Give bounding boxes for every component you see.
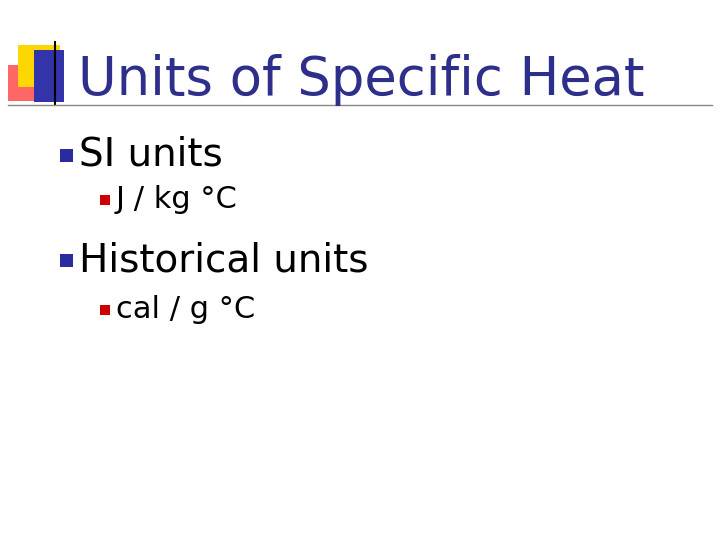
Text: J / kg °C: J / kg °C (116, 186, 238, 214)
Bar (60, 148, 73, 161)
Bar (60, 253, 73, 267)
Bar (18, 45, 60, 87)
Text: Historical units: Historical units (79, 241, 369, 279)
Text: cal / g °C: cal / g °C (116, 295, 256, 325)
Bar (100, 305, 110, 315)
Bar (34, 50, 64, 102)
Bar (8, 65, 50, 101)
Text: SI units: SI units (79, 136, 222, 174)
Bar (100, 195, 110, 205)
Text: Units of Specific Heat: Units of Specific Heat (78, 54, 644, 106)
